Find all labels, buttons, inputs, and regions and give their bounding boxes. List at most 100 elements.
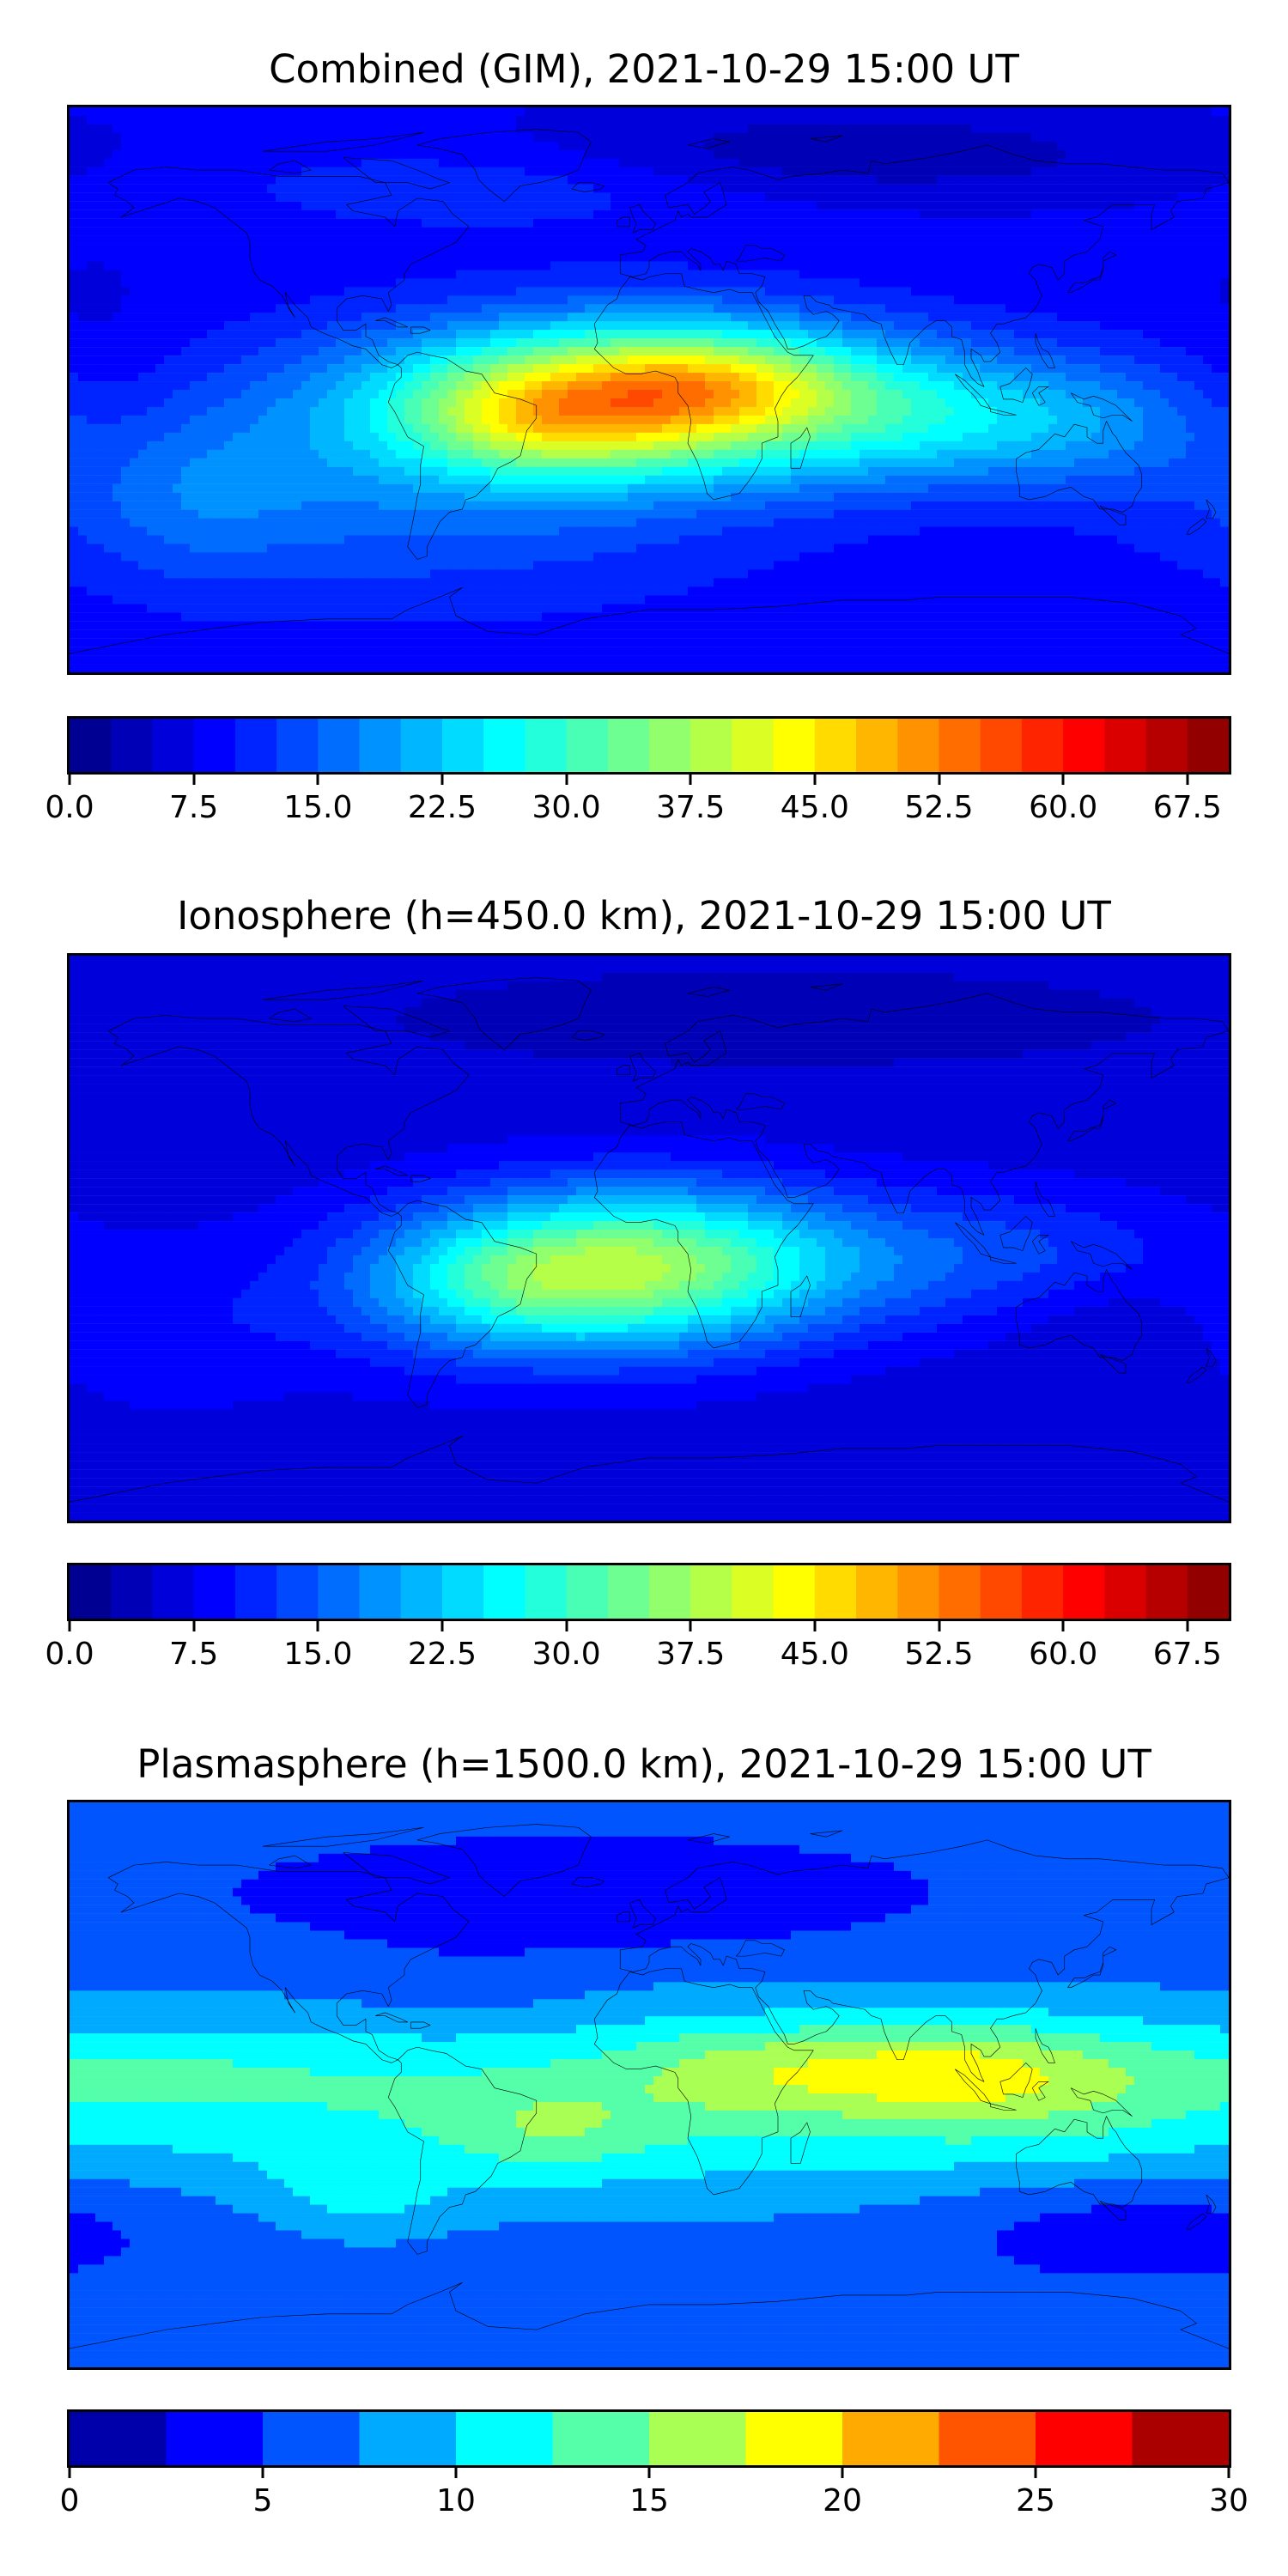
coastline [263, 132, 424, 151]
coastline [270, 161, 312, 173]
colorbar-swatch [649, 1565, 691, 1619]
coastline [594, 274, 813, 500]
coastline [1187, 2214, 1206, 2229]
panel-3-colorbar [67, 2409, 1231, 2468]
coastline [1100, 2201, 1126, 2220]
panel-1-colorbar [67, 716, 1231, 775]
colorbar-tick-label: 52.5 [904, 1637, 973, 1672]
coastline [375, 318, 408, 327]
colorbar-swatch [276, 1565, 319, 1619]
coastline [70, 2282, 1229, 2348]
colorbar-swatch [1036, 2412, 1133, 2465]
coastline [1071, 2088, 1132, 2117]
colorbar-swatch [607, 1565, 650, 1619]
colorbar-swatch [234, 1565, 277, 1619]
coastline [1206, 2195, 1216, 2214]
colorbar-swatch [939, 2412, 1036, 2465]
colorbar-swatch [234, 719, 277, 772]
colorbar-tick-label: 60.0 [1029, 1637, 1097, 1672]
coastline [1032, 1235, 1048, 1254]
colorbar-tick [1227, 2468, 1230, 2478]
colorbar-tick [316, 775, 319, 785]
colorbar-swatch [441, 1565, 484, 1619]
colorbar-swatch [552, 2412, 650, 2465]
coastline [411, 2022, 431, 2028]
coastline [388, 1200, 537, 1407]
coastline [955, 374, 990, 409]
colorbar-swatch [359, 1565, 402, 1619]
colorbar-swatch [1104, 719, 1147, 772]
colorbar-tick [68, 2468, 71, 2478]
colorbar-swatch [483, 719, 526, 772]
coastline [572, 1031, 605, 1041]
coastline [1036, 1182, 1055, 1216]
colorbar-tick [841, 2468, 844, 2478]
coastline [388, 352, 537, 559]
coastline [1071, 1242, 1132, 1270]
colorbar-tick [68, 1621, 71, 1631]
coastline [375, 1166, 408, 1176]
colorbar-tick [938, 1621, 940, 1631]
coastline [791, 428, 811, 469]
colorbar-swatch [856, 719, 898, 772]
colorbar-tick-label: 15.0 [283, 1637, 352, 1672]
coastline [70, 1436, 1229, 1502]
coastline [1017, 422, 1142, 513]
coastline [388, 2047, 537, 2254]
colorbar-swatch [773, 1565, 816, 1619]
coastline [688, 1834, 730, 1844]
coastline [1017, 1270, 1142, 1361]
coastline [991, 409, 1017, 415]
coastline [620, 145, 1229, 386]
coastline [1000, 2063, 1033, 2097]
coastline [617, 1066, 630, 1075]
colorbar-swatch [690, 719, 733, 772]
colorbar-tick-label: 15.0 [283, 790, 352, 825]
coastline [1187, 519, 1206, 534]
coastline [991, 1257, 1017, 1263]
panel-1-title: Combined (GIM), 2021-10-29 15:00 UT [0, 50, 1288, 88]
coastline [620, 1840, 1229, 2081]
colorbar-swatch [359, 2412, 457, 2465]
colorbar-tick [689, 1621, 692, 1631]
coastline [263, 1827, 424, 1846]
coastline [1100, 1354, 1126, 1373]
coastline [343, 1852, 450, 1884]
colorbar-swatch [70, 719, 112, 772]
colorbar-swatch [649, 2412, 747, 2465]
panel-2-title: Ionosphere (h=450.0 km), 2021-10-29 15:0… [0, 896, 1288, 935]
colorbar-swatch [939, 1565, 981, 1619]
colorbar-swatch [441, 719, 484, 772]
colorbar-swatch [1187, 719, 1229, 772]
colorbar-tick [565, 775, 568, 785]
coastline [417, 130, 592, 202]
coastline [1032, 2081, 1048, 2100]
colorbar-tick [938, 775, 940, 785]
colorbar-tick-label: 45.0 [781, 790, 849, 825]
coastline [630, 204, 656, 233]
colorbar-swatch [70, 1565, 112, 1619]
coastline [417, 978, 592, 1050]
colorbar-swatch [842, 2412, 940, 2465]
colorbar-tick [1186, 1621, 1189, 1631]
coastline [1206, 1348, 1216, 1367]
coastline [688, 987, 730, 997]
coastline [1071, 393, 1132, 422]
coastline [343, 1005, 450, 1037]
colorbar-swatch [166, 2412, 264, 2465]
panel-2-colorbar [67, 1563, 1231, 1621]
coastline [736, 246, 784, 261]
coastline [108, 1015, 469, 1216]
colorbar-swatch [1187, 1565, 1229, 1619]
colorbar-swatch [276, 719, 319, 772]
coastline [594, 1969, 813, 2195]
coastline [594, 1122, 813, 1348]
colorbar-swatch [152, 1565, 195, 1619]
colorbar-swatch [1063, 1565, 1105, 1619]
colorbar-swatch [607, 719, 650, 772]
colorbar-tick [440, 775, 444, 785]
colorbar-tick [68, 775, 71, 785]
colorbar-tick [1061, 1621, 1065, 1631]
colorbar-swatch [649, 719, 691, 772]
coastline [630, 1053, 656, 1081]
